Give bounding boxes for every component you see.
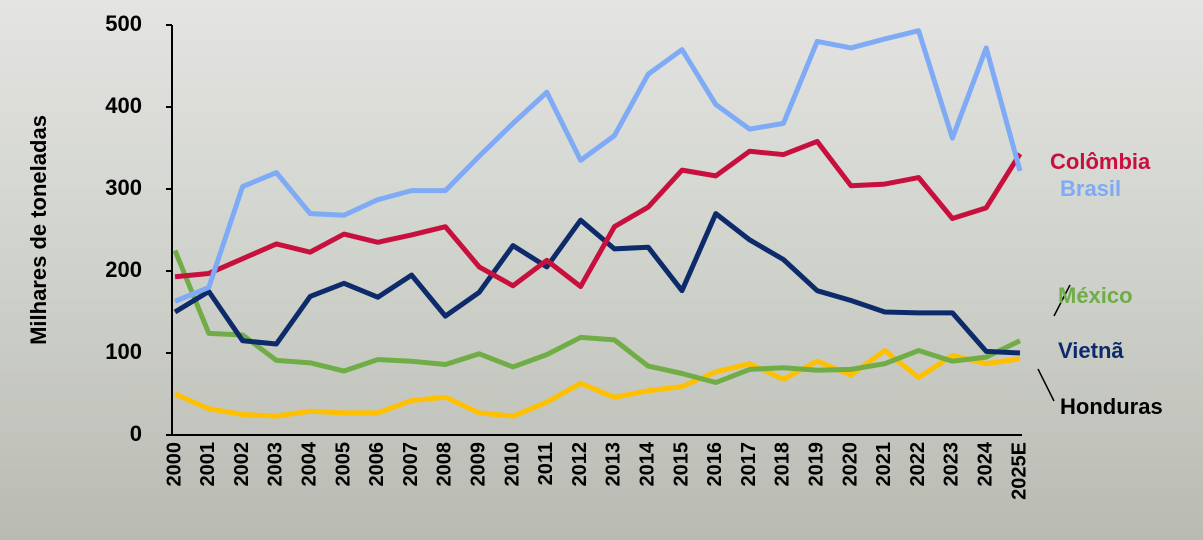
x-tick-label: 2000 (163, 442, 185, 487)
series-line (172, 249, 1022, 386)
y-tick-label: 0 (130, 421, 142, 446)
x-tick-label: 2010 (501, 442, 523, 487)
x-tick-label: 2009 (467, 442, 489, 487)
x-tick-label: 2021 (873, 442, 895, 487)
legend-label: Honduras (1060, 394, 1163, 419)
legend-label: Colômbia (1050, 149, 1151, 174)
legend-label: México (1058, 283, 1133, 308)
x-tick-label: 2015 (670, 442, 692, 487)
legend-label: Brasil (1060, 176, 1121, 201)
x-tick-label: 2002 (231, 442, 253, 487)
x-tick-label: 2018 (772, 442, 794, 487)
x-tick-label: 2003 (265, 442, 287, 487)
x-tick-label: 2024 (974, 441, 996, 486)
leader-line (1037, 368, 1055, 402)
x-tick-label: 2022 (907, 442, 929, 487)
x-tick-label: 2023 (941, 442, 963, 487)
x-tick-label: 2011 (535, 442, 557, 485)
y-tick-label: 100 (105, 339, 142, 364)
x-tick-label: 2016 (704, 442, 726, 487)
y-tick-label: 500 (105, 11, 142, 36)
x-tick-label: 2006 (366, 442, 388, 487)
leader-line (1053, 284, 1071, 317)
series-line (174, 138, 1023, 290)
x-tick-label: 2004 (298, 441, 320, 486)
series-line (173, 211, 1021, 356)
x-tick-label: 2017 (738, 442, 760, 487)
x-tick-label: 2020 (839, 442, 861, 487)
x-tick-label: 2014 (636, 441, 658, 486)
x-tick-label: 2025E (1008, 442, 1030, 500)
series-line (173, 348, 1021, 419)
series-line (174, 28, 1023, 304)
x-tick-label: 2007 (400, 442, 422, 487)
y-tick-label: 200 (105, 257, 142, 282)
x-tick-label: 2013 (603, 442, 625, 487)
x-tick-label: 2019 (805, 442, 827, 487)
x-tick-label: 2005 (332, 442, 354, 487)
y-tick-label: 300 (105, 175, 142, 200)
x-tick-label: 2008 (434, 442, 456, 487)
x-tick-label: 2012 (569, 442, 591, 487)
legend-label: Vietnã (1058, 338, 1124, 363)
y-tick-label: 400 (105, 93, 142, 118)
y-axis-title: Milhares de toneladas (26, 115, 51, 345)
x-tick-label: 2001 (197, 442, 219, 487)
